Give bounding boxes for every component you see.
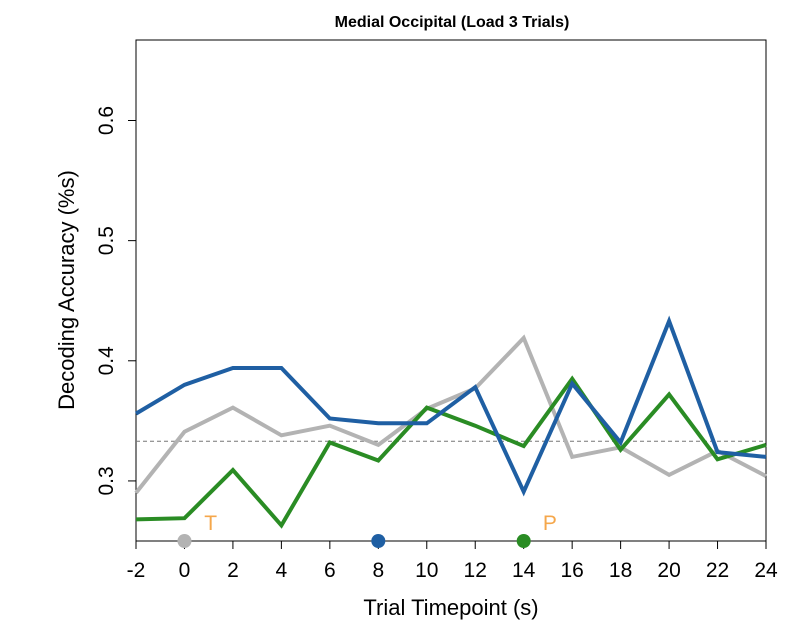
plot-frame — [135, 39, 767, 542]
y-tick-label-3: 0.6 — [95, 106, 118, 135]
x-tick-label-8: 14 — [512, 559, 536, 582]
x-tick-label-2: 2 — [227, 559, 239, 582]
x-axis: -2 0 2 4 6 8 10 12 14 16 18 20 22 24 — [127, 541, 778, 582]
series-line-2 — [135, 375, 767, 529]
x-tick-label-0: -2 — [127, 559, 146, 582]
x-tick-label-7: 12 — [464, 559, 487, 582]
y-tick-label-1: 0.4 — [95, 346, 118, 376]
y-tick-label-0: 0.3 — [95, 466, 118, 495]
annotation-p: P — [543, 512, 557, 535]
y-axis: 0.3 0.4 0.5 0.6 — [95, 106, 136, 496]
event-marker-2 — [516, 534, 531, 548]
event-marker-0 — [177, 534, 192, 548]
annotation-t: T — [204, 512, 217, 535]
x-tick-label-5: 8 — [372, 559, 384, 582]
series-line-3 — [134, 315, 767, 497]
x-tick-label-1: 0 — [179, 559, 191, 582]
x-tick-label-11: 20 — [657, 559, 680, 582]
marker-layer — [177, 534, 531, 548]
chart-title: Medial Occipital (Load 3 Trials) — [335, 14, 570, 31]
event-marker-1 — [371, 534, 386, 548]
x-tick-label-9: 16 — [560, 559, 583, 582]
y-axis-label: Decoding Accuracy (%s) — [54, 170, 79, 410]
y-tick-label-2: 0.5 — [95, 226, 118, 255]
x-tick-label-6: 10 — [415, 559, 438, 582]
x-tick-label-3: 4 — [276, 559, 288, 582]
x-tick-label-12: 22 — [706, 559, 729, 582]
x-tick-label-13: 24 — [754, 559, 778, 582]
x-tick-label-10: 18 — [609, 559, 632, 582]
series-layer — [134, 315, 767, 529]
x-tick-label-4: 6 — [324, 559, 336, 582]
series-line-1 — [134, 334, 767, 495]
x-axis-label: Trial Timepoint (s) — [363, 595, 538, 620]
